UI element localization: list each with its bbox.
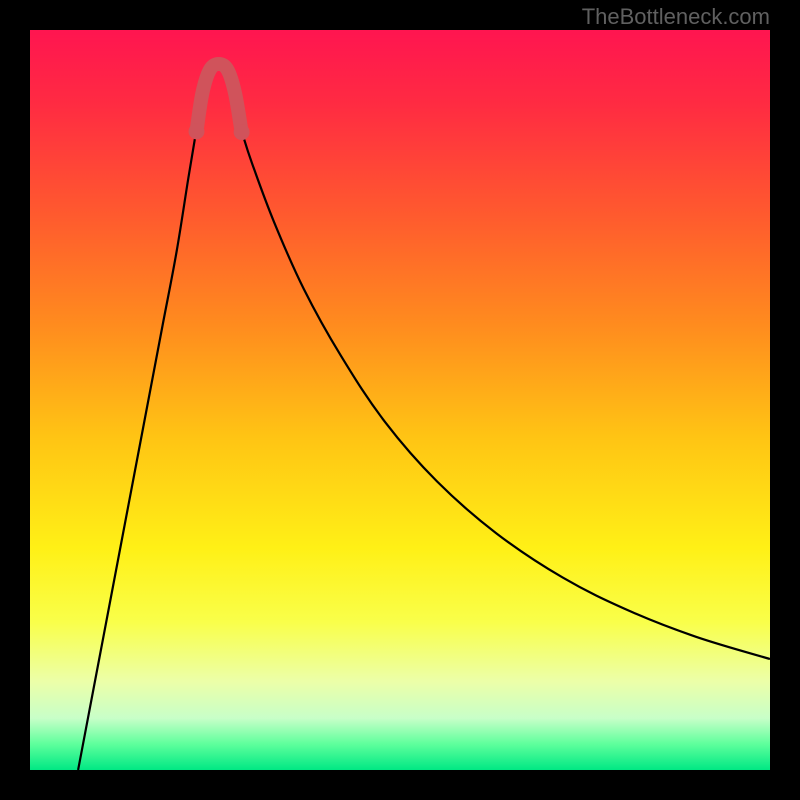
plot-area — [30, 30, 770, 770]
watermark-text: TheBottleneck.com — [582, 4, 770, 30]
u-dot-1 — [234, 124, 250, 140]
chart-curves — [30, 30, 770, 770]
curve-left — [78, 134, 196, 770]
u-valley — [197, 64, 242, 132]
curve-right — [242, 134, 770, 659]
chart-container: TheBottleneck.com — [0, 0, 800, 800]
u-dot-0 — [189, 123, 205, 139]
